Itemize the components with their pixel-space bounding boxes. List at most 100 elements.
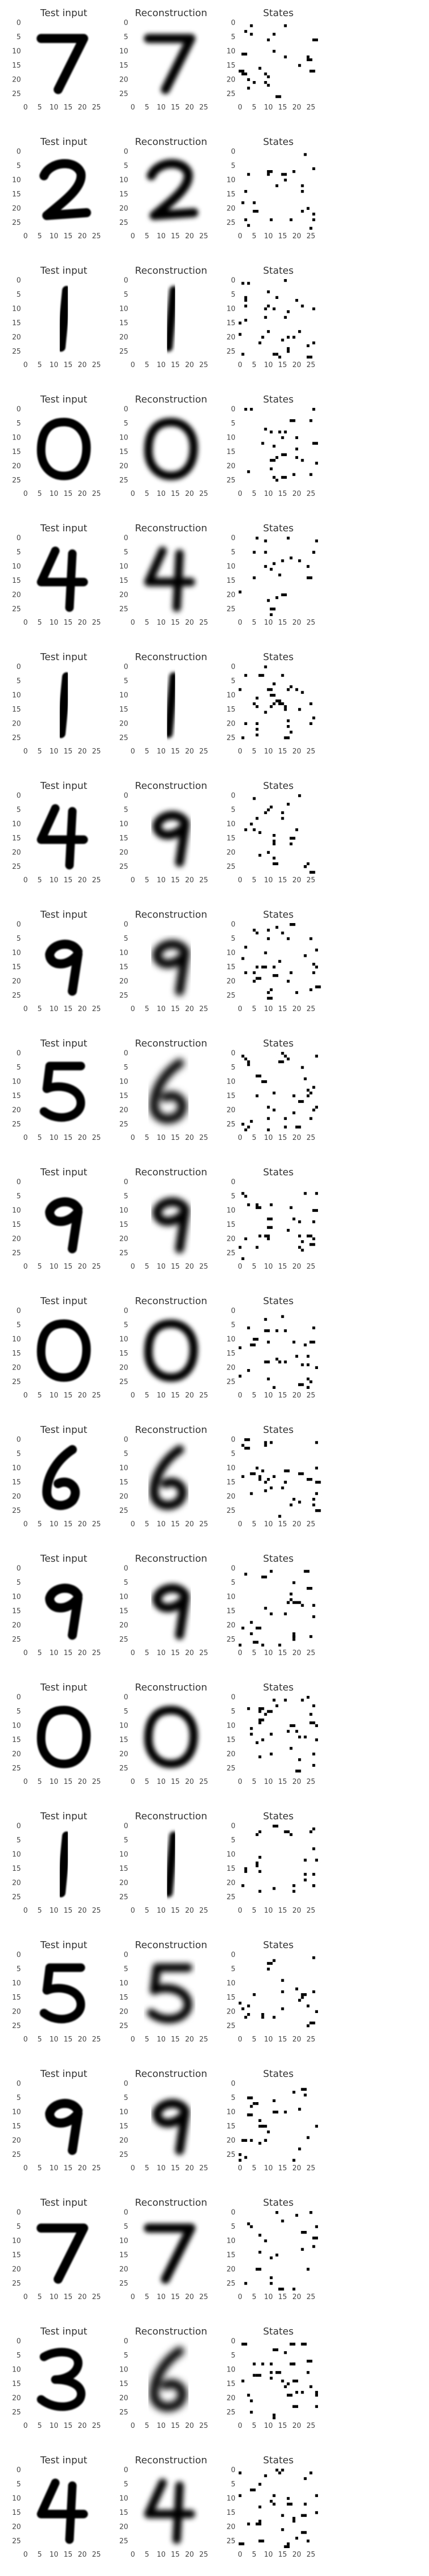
x-tick-label: 10	[49, 619, 58, 627]
y-tick-label: 5	[231, 935, 235, 943]
state-pixel	[255, 728, 258, 731]
state-pixel	[247, 470, 250, 473]
y-tick-label: 0	[124, 1179, 128, 1187]
y-tick-label: 25	[119, 1378, 128, 1386]
panel-title: Test input	[40, 1553, 87, 1564]
y-tick-label: 5	[124, 548, 128, 557]
x-tick-label: 25	[307, 1134, 316, 1142]
x-tick-label: 25	[307, 2422, 316, 2430]
state-pixel	[247, 2004, 250, 2008]
y-tick-label: 20	[119, 333, 128, 341]
y-tick-label: 5	[231, 1836, 235, 1845]
y-tick-label: 0	[17, 1436, 21, 1444]
x-tick-label: 20	[292, 1005, 301, 1013]
y-tick-label: 25	[226, 1765, 235, 1773]
state-pixel	[247, 1707, 250, 1710]
state-pixel	[270, 1612, 273, 1615]
x-tick-label: 5	[145, 490, 149, 498]
y-tick-label: 15	[119, 1736, 128, 1744]
state-pixel	[298, 1601, 301, 1604]
state-pixel	[284, 1699, 287, 1702]
y-tick-label: 15	[119, 1350, 128, 1358]
state-pixel	[304, 1570, 310, 1573]
y-tick-label: 5	[124, 2480, 128, 2489]
x-tick-label: 20	[292, 1778, 301, 1786]
x-tick-label: 20	[78, 104, 87, 112]
state-pixel	[247, 282, 250, 285]
state-pixel	[281, 1990, 284, 1993]
x-tick-label: 15	[171, 490, 180, 498]
state-pixel	[264, 81, 267, 84]
digit-stroke	[149, 1445, 187, 1510]
state-pixel	[306, 2136, 310, 2139]
panel-title: Test input	[40, 8, 87, 19]
state-pixel	[267, 304, 270, 308]
state-pixel	[312, 408, 315, 411]
digit-stroke	[65, 549, 77, 612]
state-pixel	[304, 153, 307, 156]
x-tick-label: 15	[278, 1263, 287, 1271]
state-pixel	[275, 596, 278, 599]
x-tick-label: 10	[49, 1520, 58, 1528]
state-pixel	[270, 608, 276, 611]
state-pixel	[275, 353, 278, 356]
x-tick-label: 20	[185, 1778, 194, 1786]
x-tick-label: 15	[278, 232, 287, 240]
digit-stroke	[172, 2481, 184, 2544]
state-pixel	[244, 296, 247, 299]
x-tick-label: 10	[157, 1520, 166, 1528]
state-pixel	[278, 1360, 282, 1364]
y-tick-label: 0	[124, 2338, 128, 2346]
state-pixel	[290, 218, 293, 222]
y-tick-label: 10	[119, 2109, 128, 2117]
state-pixel	[250, 1119, 253, 1123]
y-tick-label: 5	[231, 1192, 235, 1201]
state-pixel	[284, 1481, 287, 1484]
y-tick-label: 10	[226, 2109, 235, 2117]
x-tick-label: 0	[238, 232, 242, 240]
state-pixel	[284, 1360, 287, 1364]
panel-title: Reconstruction	[135, 136, 208, 148]
state-pixel	[295, 1987, 298, 1990]
y-tick-label: 5	[231, 1064, 235, 1072]
x-tick-label: 20	[78, 619, 87, 627]
y-tick-label: 25	[119, 477, 128, 485]
x-tick-label: 5	[252, 1005, 256, 1013]
y-tick-label: 0	[17, 1694, 21, 1702]
state-pixel	[264, 1607, 267, 1610]
x-tick-label: 0	[238, 1778, 242, 1786]
state-pixel	[272, 974, 278, 977]
state-pixel	[241, 2343, 247, 2346]
state-pixel	[247, 2096, 253, 2099]
state-pixel	[298, 1758, 301, 1761]
state-pixel	[255, 1094, 258, 1097]
x-tick-label: 25	[307, 876, 316, 884]
state-pixel	[272, 1092, 276, 1095]
state-pixel	[284, 1469, 290, 1473]
x-tick-label: 15	[171, 876, 180, 884]
state-pixel	[306, 2371, 310, 2374]
y-tick-label: 0	[17, 921, 21, 929]
state-pixel	[250, 24, 253, 27]
panel-title: States	[263, 2326, 293, 2337]
y-tick-label: 10	[12, 1465, 21, 1473]
state-pixel	[281, 1979, 284, 1982]
y-tick-label: 15	[12, 1865, 21, 1873]
state-pixel	[284, 24, 287, 27]
y-tick-label: 15	[226, 1607, 235, 1615]
x-tick-label: 10	[157, 748, 166, 756]
x-tick-label: 10	[49, 232, 58, 240]
y-tick-label: 15	[119, 319, 128, 327]
x-tick-label: 15	[64, 1263, 73, 1271]
state-pixel	[264, 316, 267, 319]
state-pixel	[298, 2107, 301, 2111]
x-tick-label: 20	[78, 1134, 87, 1142]
state-pixel	[255, 697, 258, 700]
state-pixel	[258, 1830, 262, 1833]
panel-title: States	[263, 909, 293, 920]
state-pixel	[301, 2391, 304, 2394]
